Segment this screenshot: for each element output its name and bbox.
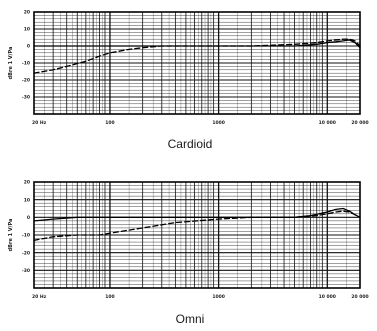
- response-curve-dashed: [33, 210, 361, 241]
- y-tick-label: 0: [27, 215, 30, 221]
- x-tick-label: 20 000: [351, 294, 368, 300]
- plot-frame: [33, 11, 361, 115]
- x-tick-label: 20 Hz: [32, 294, 47, 300]
- y-tick-label: -20: [22, 78, 30, 84]
- response-curve-solid: [33, 39, 361, 49]
- y-tick-label: -30: [22, 95, 30, 101]
- x-tick-label: 1000: [212, 120, 225, 126]
- x-tick-label: 1000: [212, 294, 225, 300]
- plot-frame: [33, 181, 361, 289]
- chart-caption: Omni: [176, 312, 205, 326]
- y-axis-label: dBre 1 V/Pa: [8, 219, 14, 252]
- y-tick-label: 20: [24, 180, 30, 186]
- chart-caption: Cardioid: [168, 137, 213, 151]
- y-tick-label: 20: [24, 10, 30, 16]
- y-tick-label: -30: [22, 268, 30, 274]
- x-tick-label: 10 000: [319, 294, 336, 300]
- y-axis-label: dBre 1 V/Pa: [8, 47, 14, 80]
- y-tick-label: -10: [22, 233, 30, 239]
- y-tick-label: 10: [24, 27, 30, 33]
- x-tick-label: 20 Hz: [32, 120, 47, 126]
- x-tick-label: 100: [105, 294, 114, 300]
- y-tick-label: -10: [22, 61, 30, 67]
- response-curve-dashed: [33, 38, 361, 74]
- y-tick-label: 0: [27, 44, 30, 50]
- y-tick-label: 10: [24, 197, 30, 203]
- x-tick-label: 20 000: [351, 120, 368, 126]
- y-tick-label: -20: [22, 250, 30, 256]
- x-tick-label: 10 000: [319, 120, 336, 126]
- x-tick-label: 100: [105, 120, 114, 126]
